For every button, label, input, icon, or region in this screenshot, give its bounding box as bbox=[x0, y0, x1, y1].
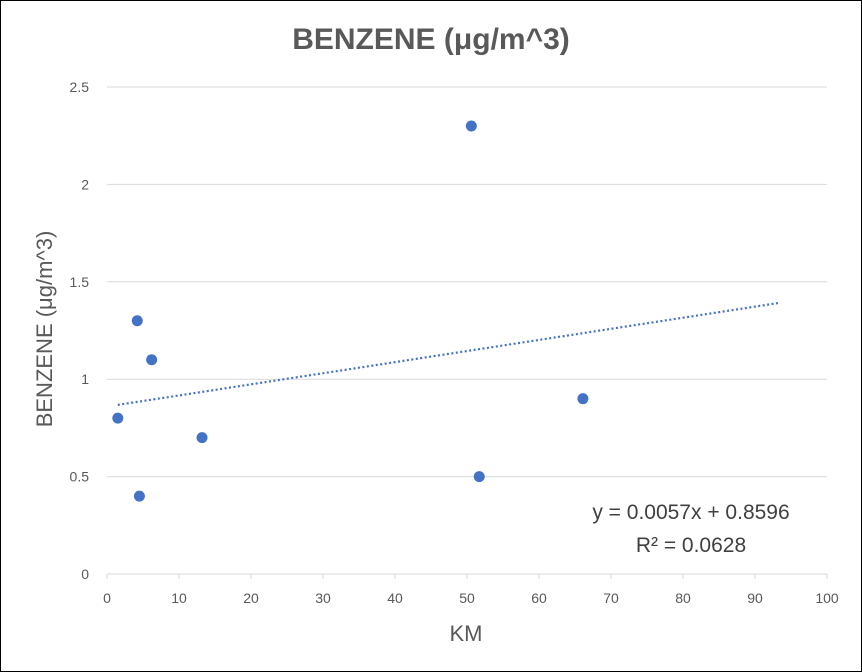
x-tick-label: 100 bbox=[815, 590, 839, 606]
x-tick-label: 0 bbox=[103, 590, 111, 606]
data-point bbox=[196, 432, 208, 444]
chart-title: BENZENE (μg/m^3) bbox=[292, 23, 570, 56]
data-point bbox=[112, 412, 124, 424]
data-point bbox=[131, 315, 143, 327]
x-tick-label: 90 bbox=[747, 590, 763, 606]
data-point bbox=[473, 471, 485, 483]
x-tick-label: 20 bbox=[243, 590, 259, 606]
y-tick-label: 1.5 bbox=[70, 274, 90, 290]
x-tick-label: 40 bbox=[387, 590, 403, 606]
y-tick-label: 0.5 bbox=[70, 469, 90, 485]
data-point bbox=[133, 490, 145, 502]
y-axis-label: BENZENE (μg/m^3) bbox=[32, 231, 57, 428]
x-tick-label: 50 bbox=[459, 590, 475, 606]
y-tick-label: 2 bbox=[81, 176, 89, 192]
x-tick-label: 60 bbox=[531, 590, 547, 606]
trendline bbox=[117, 301, 779, 406]
r-squared-label: R² = 0.0628 bbox=[636, 534, 746, 557]
x-tick-label: 10 bbox=[171, 590, 187, 606]
y-tick-labels: 0 0.5 1 1.5 2 2.5 bbox=[70, 79, 90, 582]
data-points bbox=[112, 120, 589, 502]
data-point bbox=[577, 393, 589, 405]
data-point bbox=[465, 120, 477, 132]
trendline-equation: y = 0.0057x + 0.8596 bbox=[592, 501, 789, 524]
y-tick-label: 2.5 bbox=[70, 79, 90, 95]
x-tick-marks bbox=[106, 574, 828, 579]
y-tick-label: 1 bbox=[81, 371, 89, 387]
x-axis-label: KM bbox=[450, 621, 483, 646]
x-tick-labels: 0 10 20 30 40 50 60 70 80 90 100 bbox=[103, 590, 839, 606]
y-tick-label: 0 bbox=[81, 566, 89, 582]
x-tick-label: 80 bbox=[675, 590, 691, 606]
x-tick-label: 30 bbox=[315, 590, 331, 606]
x-tick-label: 70 bbox=[603, 590, 619, 606]
data-point bbox=[146, 354, 158, 366]
gridlines bbox=[107, 86, 827, 478]
